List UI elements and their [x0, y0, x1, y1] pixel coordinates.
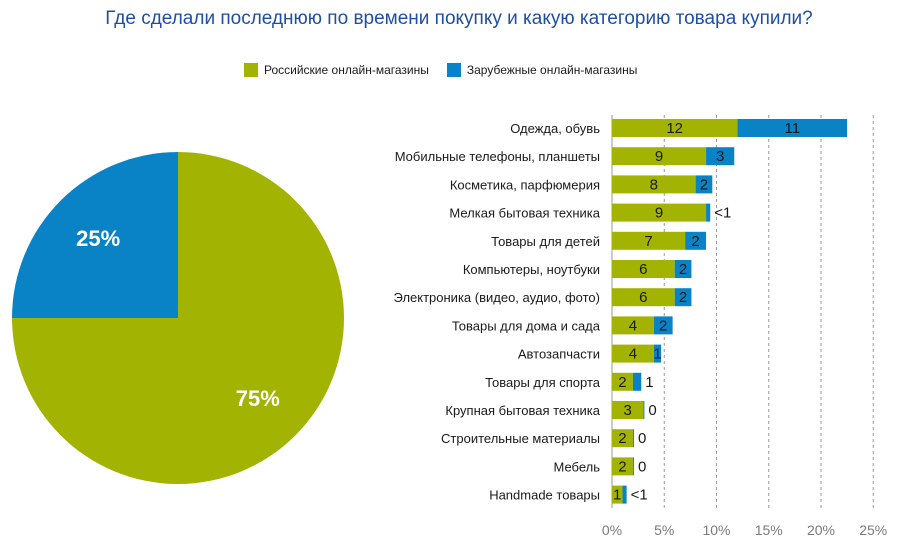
category-label: Косметика, парфюмерия [450, 177, 600, 192]
legend-item-foreign: Зарубежные онлайн-магазины [446, 63, 638, 77]
category-label: Одежда, обувь [510, 121, 600, 136]
x-tick-label: 20% [807, 522, 835, 538]
bar-foreign [653, 344, 662, 363]
category-label: Строительные материалы [441, 431, 600, 446]
bar-russian [612, 288, 675, 307]
pie-label-1: 25% [76, 226, 120, 251]
category-label: Электроника (видео, аудио, фото) [394, 290, 600, 305]
data-label-russian: 9 [655, 148, 663, 165]
category-label: Мелкая бытовая техника [449, 206, 600, 221]
x-tick-label: 15% [755, 522, 783, 538]
category-label: Handmade товары [489, 488, 600, 503]
x-tick-label: 25% [859, 522, 887, 538]
pie-label-0: 75% [236, 386, 280, 411]
legend-swatch-foreign [446, 63, 461, 77]
bar-russian [612, 485, 623, 504]
data-label-foreign: 2 [691, 233, 699, 250]
pie-slice-1 [12, 152, 178, 318]
data-label-russian: 7 [644, 233, 652, 250]
bar-russian [612, 372, 633, 391]
legend-label-foreign: Зарубежные онлайн-магазины [466, 63, 638, 77]
bar-foreign [685, 231, 707, 250]
data-label-russian: 4 [629, 346, 637, 363]
data-label-russian: 4 [629, 317, 637, 334]
data-label-russian: 3 [624, 402, 632, 419]
data-label-foreign: <1 [714, 205, 731, 222]
bar-russian [612, 175, 696, 194]
bar-russian [612, 119, 738, 137]
bar-russian [612, 344, 654, 363]
data-label-foreign: 1 [653, 346, 661, 363]
bar-russian [612, 316, 654, 335]
bar-russian [612, 203, 707, 222]
legend-item-russian: Российские онлайн-магазины [244, 63, 429, 77]
chart-title: Где сделали последнюю по времени покупку… [105, 8, 813, 29]
data-label-foreign: 0 [648, 402, 656, 419]
bar-russian [612, 457, 633, 476]
data-label-foreign: 2 [659, 317, 667, 334]
data-label-foreign: 0 [638, 430, 646, 447]
data-label-foreign: 2 [679, 289, 687, 306]
category-label: Мобильные телефоны, планшеты [395, 149, 600, 164]
legend: Российские онлайн-магазины Зарубежные он… [244, 61, 655, 79]
category-label: Мебель [553, 459, 600, 474]
bar-russian [612, 147, 707, 166]
bar-foreign [737, 119, 848, 137]
category-label: Товары для дома и сада [452, 318, 601, 333]
bar-foreign [695, 175, 713, 194]
category-label: Товары для спорта [485, 375, 601, 390]
legend-label-russian: Российские онлайн-магазины [264, 63, 429, 77]
data-label-russian: 8 [650, 176, 658, 193]
data-label-russian: 2 [618, 374, 626, 391]
bar-foreign [632, 457, 634, 476]
data-label-foreign: 0 [638, 458, 646, 475]
data-label-foreign: 1 [645, 374, 653, 391]
data-label-foreign: 2 [679, 261, 687, 278]
bar-foreign [622, 485, 627, 504]
bar-foreign [706, 203, 711, 222]
bar-foreign [674, 260, 692, 278]
bar-russian [612, 401, 644, 419]
category-label: Крупная бытовая техника [445, 403, 600, 418]
data-label-russian: 9 [655, 205, 663, 222]
data-label-russian: 2 [618, 458, 626, 475]
pie-chart: 75% 25% [12, 152, 344, 484]
bar-foreign [706, 147, 735, 166]
data-label-foreign: 11 [784, 120, 800, 137]
category-label: Автозапчасти [518, 347, 600, 362]
data-label-foreign: 3 [716, 148, 724, 165]
bar-russian [612, 260, 675, 278]
bar-russian [612, 429, 633, 448]
bar-foreign [653, 316, 673, 335]
data-label-foreign: 2 [700, 176, 708, 193]
x-tick-label: 10% [702, 522, 730, 538]
data-label-russian: 6 [639, 289, 647, 306]
x-tick-label: 5% [654, 522, 674, 538]
bar-foreign [632, 429, 634, 448]
data-label-foreign: <1 [631, 487, 648, 504]
bar-russian [612, 231, 686, 250]
legend-swatch-russian [244, 63, 258, 77]
bar-foreign [674, 288, 692, 307]
bar-foreign [632, 372, 642, 391]
data-label-russian: 1 [613, 487, 621, 504]
data-label-russian: 2 [618, 430, 626, 447]
category-label: Компьютеры, ноутбуки [463, 262, 600, 277]
data-label-russian: 6 [639, 261, 647, 278]
category-label: Товары для детей [491, 234, 600, 249]
data-label-russian: 12 [666, 120, 683, 137]
x-tick-label: 0% [602, 522, 622, 538]
bar-foreign [643, 401, 645, 419]
